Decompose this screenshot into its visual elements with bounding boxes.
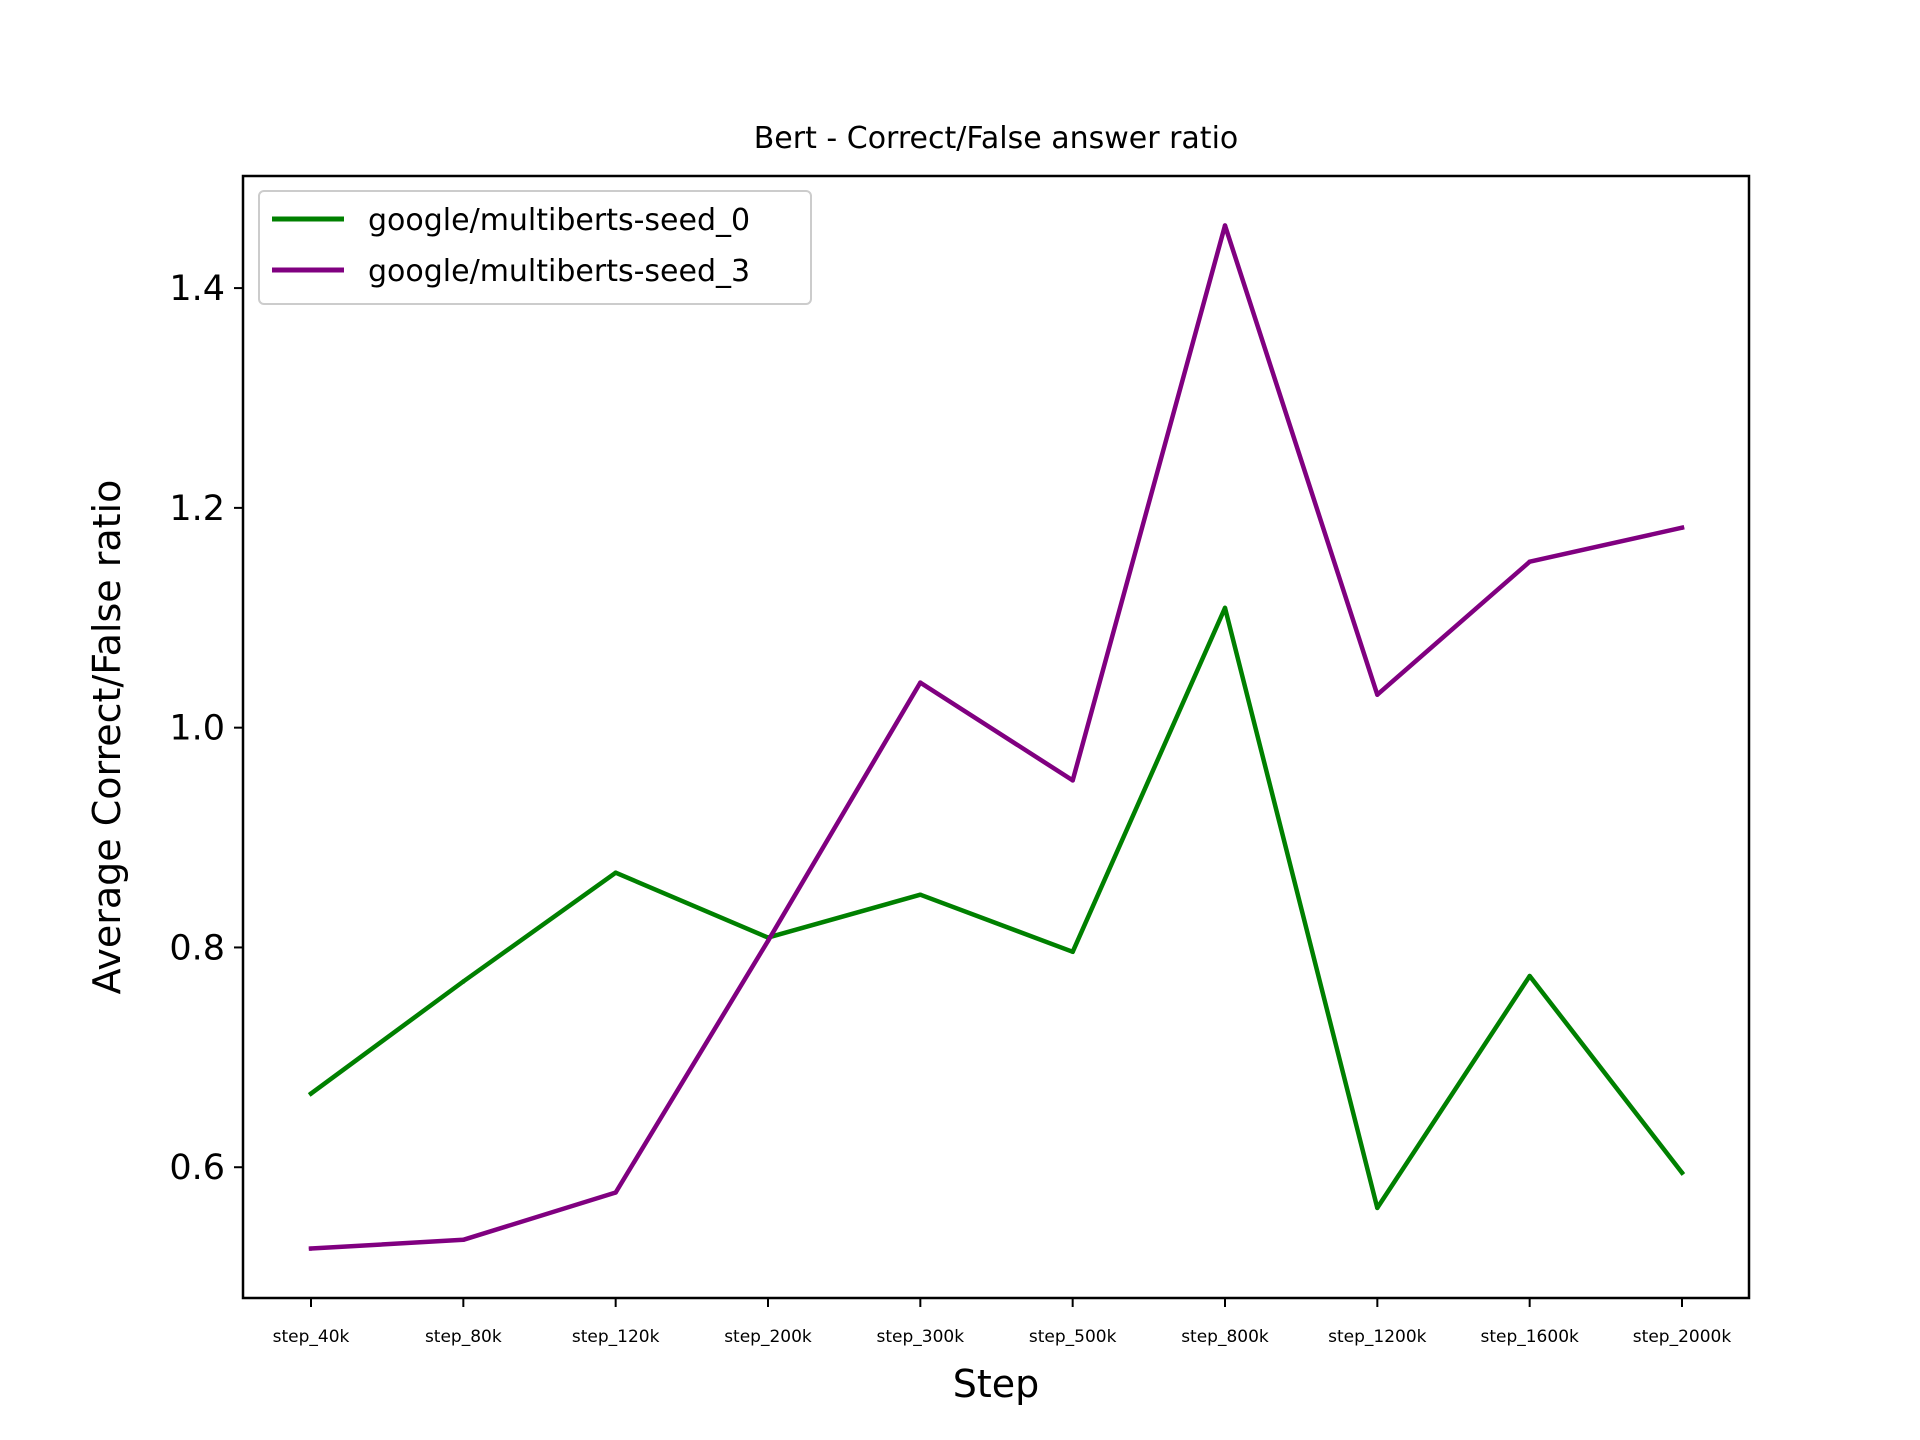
x-axis-title: Step [953,1362,1040,1406]
x-tick-label: step_120k [572,1327,660,1347]
data-point [1527,973,1532,979]
y-tick-label: 0.6 [169,1148,225,1188]
legend-box [258,190,812,305]
x-tick-label: step_1200k [1328,1327,1427,1347]
data-point [1527,559,1532,564]
x-tick-label: step_80k [425,1327,502,1347]
data-point [1222,605,1228,611]
data-point [765,938,771,944]
data-point [1375,692,1380,697]
x-tick-label: step_1600k [1480,1327,1579,1347]
y-axis: 0.6 0.8 1.0 1.2 1.4 [169,269,243,1188]
data-point [613,870,618,875]
chart-title: Bert - Correct/False answer ratio [754,121,1239,156]
x-axis: step_40k step_80k step_120k step_200k step_3… [273,1298,1732,1347]
series-layer [307,223,1686,1251]
x-tick-label: step_40k [273,1327,350,1347]
data-point [1222,223,1228,228]
data-point [308,1246,314,1251]
data-point [1679,1170,1685,1175]
y-tick-label: 0.8 [169,928,225,968]
series-line-seed-3 [308,223,1685,1251]
y-tick-label: 1.2 [169,489,225,529]
data-point [308,1091,314,1096]
plot-frame [241,174,1751,1300]
x-tick-label: step_300k [877,1327,965,1347]
data-point [613,1190,618,1195]
data-point [918,680,923,685]
data-point [461,1237,466,1242]
data-point [1070,949,1075,955]
x-tick-label: step_200k [724,1327,812,1347]
y-tick-label: 1.0 [169,709,225,749]
legend-label-seed-3: google/multiberts-seed_3 [368,254,750,289]
x-tick-label: step_2000k [1633,1327,1732,1347]
legend-label-seed-0: google/multiberts-seed_0 [368,203,750,238]
data-point [461,979,466,984]
y-tick-label: 1.4 [169,269,225,309]
legend: google/multiberts-seed_0 google/multiber… [258,190,812,305]
x-tick-label: step_500k [1029,1327,1117,1347]
data-point [918,892,923,897]
series-line-seed-0 [307,605,1686,1211]
data-point [1679,525,1685,530]
data-point [1070,778,1075,783]
y-axis-title: Average Correct/False ratio [85,480,129,995]
x-tick-label: step_800k [1181,1327,1269,1347]
data-point [1375,1205,1380,1211]
